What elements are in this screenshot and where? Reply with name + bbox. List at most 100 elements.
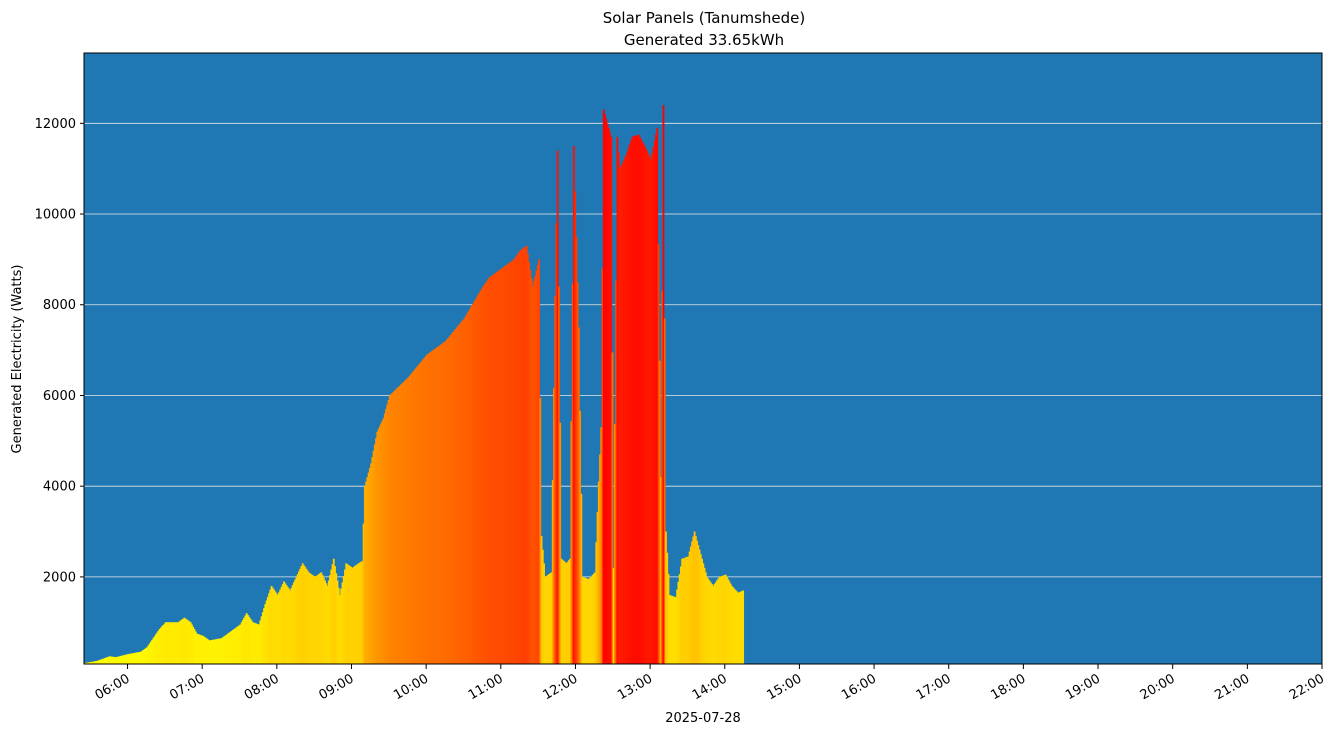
bar (302, 565, 305, 664)
bar (392, 391, 395, 664)
bar (704, 572, 707, 664)
bar (733, 588, 736, 664)
bar (194, 631, 197, 664)
bar (714, 582, 717, 664)
bar (118, 656, 121, 664)
bar (149, 641, 152, 664)
bar (513, 259, 516, 664)
bar (116, 656, 119, 664)
bar (677, 581, 680, 664)
bar (447, 338, 450, 664)
bar (554, 295, 557, 664)
bar (548, 574, 550, 664)
bar (719, 576, 722, 664)
bar (256, 624, 259, 664)
bar (178, 621, 181, 664)
bar (502, 267, 504, 664)
bar (492, 274, 494, 664)
bar (259, 620, 262, 664)
bar (436, 347, 438, 664)
bar (558, 286, 560, 664)
bar (377, 429, 380, 664)
bar (388, 395, 391, 664)
bar (600, 427, 603, 664)
bar (457, 325, 460, 664)
bar (148, 643, 151, 664)
bar (187, 620, 190, 664)
bar (172, 622, 175, 664)
bar (370, 463, 373, 664)
bar (462, 319, 465, 664)
bar (254, 623, 257, 664)
bar (563, 561, 565, 664)
bar (596, 511, 599, 664)
bar (553, 387, 555, 664)
bar (689, 546, 692, 664)
bar (566, 561, 569, 664)
bar (246, 615, 249, 664)
bar (484, 282, 487, 664)
bar (590, 576, 593, 664)
x-tick-label: 06:00 (93, 671, 133, 703)
bar (585, 578, 588, 664)
bar (739, 591, 742, 664)
bar (688, 551, 691, 664)
bar (661, 291, 664, 664)
bar (310, 574, 313, 664)
bar (652, 146, 655, 664)
bar (575, 236, 578, 664)
bar (549, 573, 552, 664)
bar (135, 652, 137, 664)
bar (592, 573, 595, 664)
bar (482, 286, 484, 664)
bar (488, 277, 491, 664)
bar (698, 549, 701, 664)
bar (87, 662, 90, 664)
gridlines (84, 122, 1322, 578)
bar (565, 563, 568, 664)
bar (120, 655, 122, 664)
x-tick-label: 19:00 (1063, 671, 1103, 703)
bar (162, 624, 165, 664)
bar (154, 634, 157, 664)
bar (264, 604, 267, 664)
bar (587, 579, 590, 664)
x-tick-label: 16:00 (839, 671, 879, 703)
bar (713, 584, 716, 664)
bar (375, 438, 377, 664)
bar (519, 250, 522, 664)
bar (605, 118, 608, 664)
bar (560, 558, 563, 664)
bar (451, 333, 453, 664)
bar (198, 634, 201, 664)
bar (117, 656, 120, 664)
bar (544, 576, 547, 664)
bar (173, 622, 176, 664)
bar (193, 629, 196, 664)
bar (153, 636, 156, 664)
bar (171, 622, 173, 664)
bar (581, 576, 584, 664)
bar (417, 365, 420, 664)
bar (504, 265, 507, 664)
plot-background (84, 53, 1322, 664)
bar (497, 271, 499, 664)
bar (139, 651, 142, 664)
bar (479, 290, 482, 664)
bar (102, 658, 105, 664)
bar (325, 583, 328, 664)
bar (284, 583, 287, 664)
bar (229, 631, 232, 664)
bar (574, 191, 577, 664)
bar (202, 635, 205, 664)
bar (143, 649, 146, 664)
bar (266, 596, 269, 664)
bar (441, 343, 443, 664)
bar (453, 330, 456, 664)
bar (222, 637, 224, 664)
bar (101, 659, 104, 664)
x-tick-label: 17:00 (914, 671, 954, 703)
x-tick-label: 14:00 (690, 671, 730, 703)
bar (397, 387, 400, 664)
bar (141, 650, 144, 664)
